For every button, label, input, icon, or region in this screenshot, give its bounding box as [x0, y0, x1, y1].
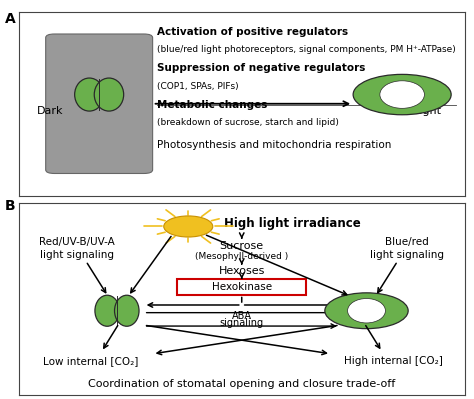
Ellipse shape: [75, 78, 104, 111]
Text: Activation of positive regulators: Activation of positive regulators: [157, 27, 348, 37]
Text: B: B: [5, 200, 15, 213]
Text: Low internal [CO₂]: Low internal [CO₂]: [43, 356, 138, 367]
Ellipse shape: [95, 295, 119, 326]
Text: High internal [CO₂]: High internal [CO₂]: [344, 356, 443, 367]
Text: (COP1, SPAs, PIFs): (COP1, SPAs, PIFs): [157, 82, 239, 91]
Text: Suppression of negative regulators: Suppression of negative regulators: [157, 63, 365, 73]
Text: Dark: Dark: [37, 106, 64, 116]
Text: Sucrose: Sucrose: [219, 241, 264, 251]
Text: Metabolic changes: Metabolic changes: [157, 100, 267, 110]
FancyBboxPatch shape: [177, 279, 306, 295]
Text: Hexokinase: Hexokinase: [212, 282, 272, 292]
Text: signaling: signaling: [219, 318, 264, 328]
Text: Blue/red: Blue/red: [385, 237, 428, 247]
Text: A: A: [5, 12, 16, 26]
Text: High light irradiance: High light irradiance: [224, 217, 361, 230]
Text: Coordination of stomatal opening and closure trade-off: Coordination of stomatal opening and clo…: [88, 379, 395, 389]
Ellipse shape: [94, 78, 124, 111]
Text: Photosynthesis and mitochondria respiration: Photosynthesis and mitochondria respirat…: [157, 140, 392, 150]
Ellipse shape: [353, 74, 451, 115]
Text: light signaling: light signaling: [370, 250, 444, 260]
Text: (breakdown of sucrose, starch and lipid): (breakdown of sucrose, starch and lipid): [157, 119, 339, 127]
Text: Light: Light: [414, 106, 442, 116]
Text: Red/UV-B/UV-A: Red/UV-B/UV-A: [39, 237, 115, 247]
Text: Hexoses: Hexoses: [219, 267, 265, 277]
Text: light signaling: light signaling: [40, 250, 114, 260]
Ellipse shape: [115, 295, 139, 326]
FancyBboxPatch shape: [46, 34, 153, 174]
Ellipse shape: [325, 293, 408, 329]
Text: (Mesophyll-derived ): (Mesophyll-derived ): [195, 252, 288, 261]
Ellipse shape: [347, 298, 385, 323]
Ellipse shape: [380, 81, 424, 108]
Text: (blue/red light photoreceptors, signal components, PM H⁺-ATPase): (blue/red light photoreceptors, signal c…: [157, 45, 456, 54]
Circle shape: [164, 216, 213, 237]
Text: ABA: ABA: [232, 310, 252, 320]
